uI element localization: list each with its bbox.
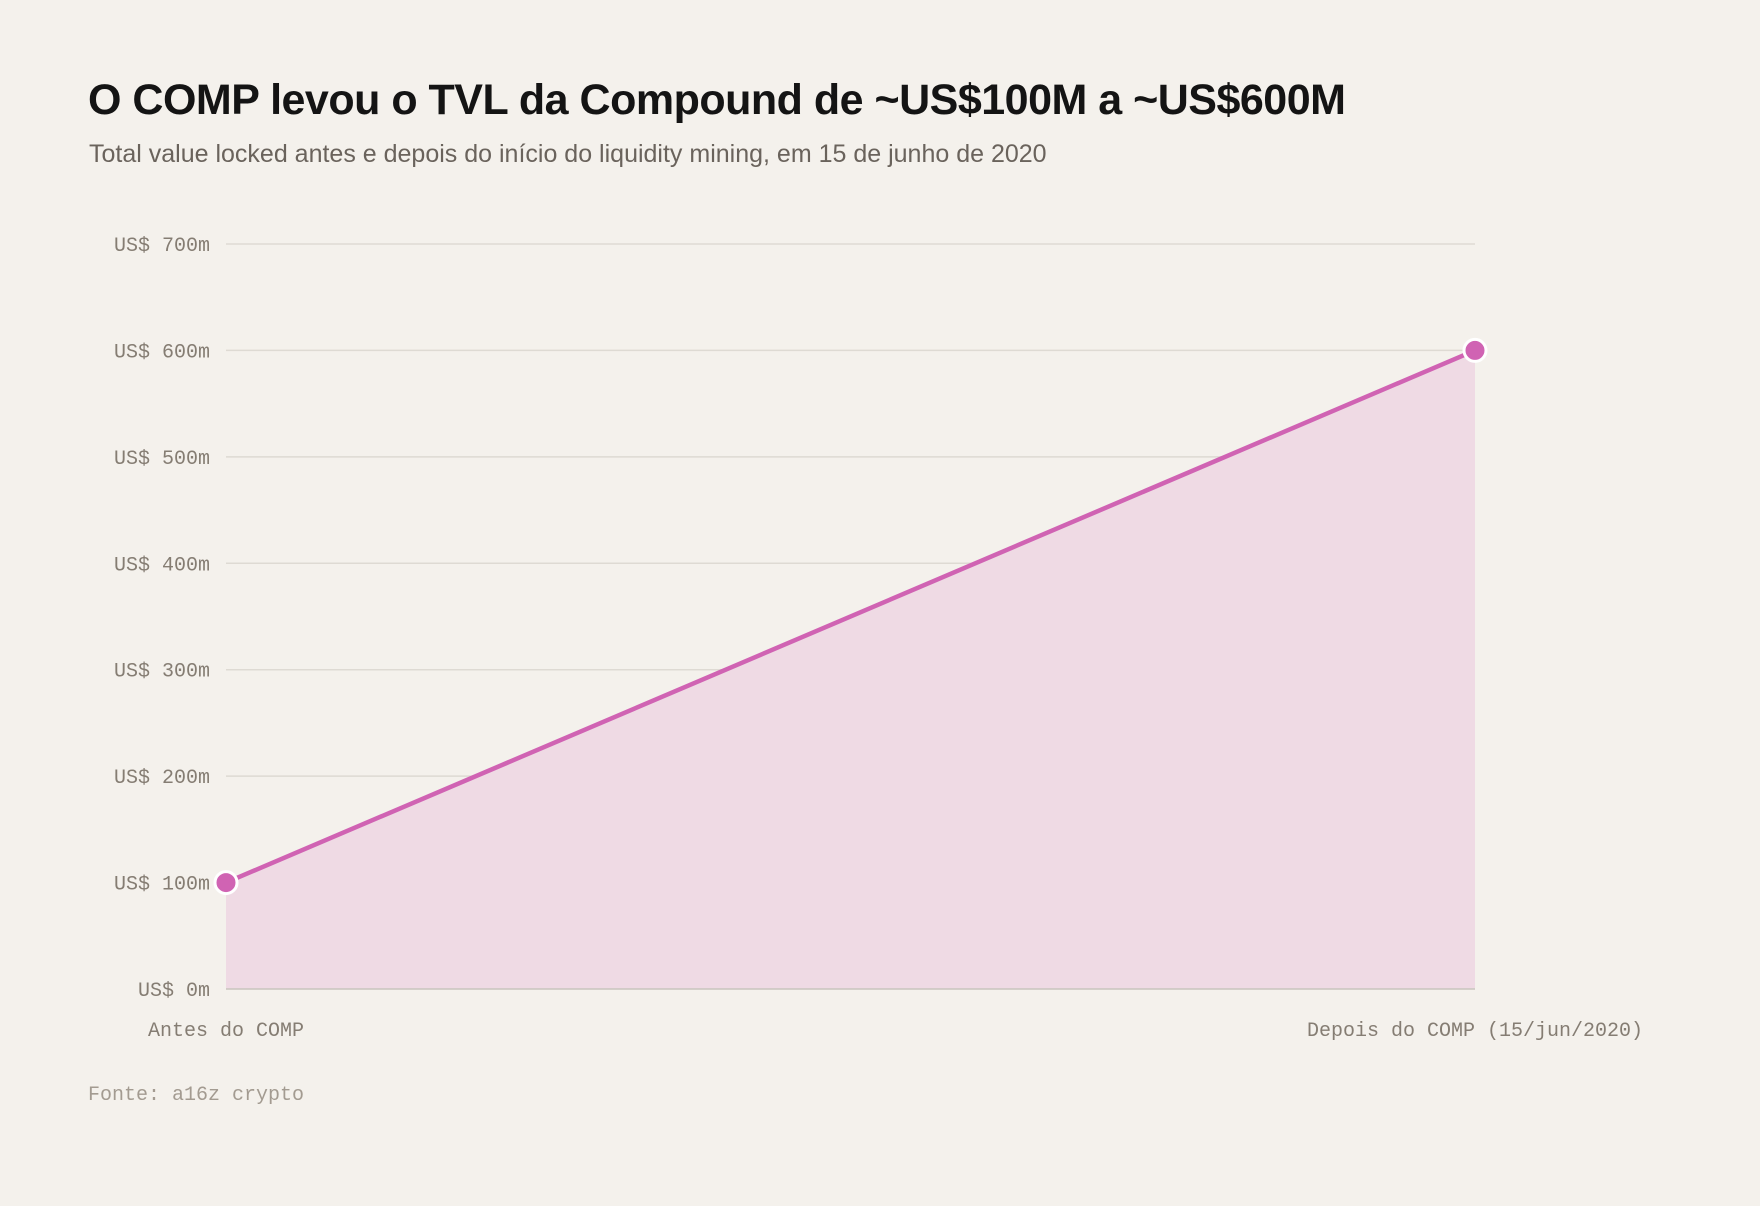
chart-subtitle: Total value locked antes e depois do iní…: [89, 140, 1047, 168]
series-area: [226, 350, 1475, 989]
x-tick-labels: Antes do COMP Depois do COMP (15/jun/2020…: [148, 1020, 1643, 1043]
x-tick-label: Depois do COMP (15/jun/2020): [1307, 1020, 1643, 1043]
y-tick-label: US$ 0m: [138, 980, 210, 1003]
series-line: [223, 348, 1478, 885]
x-tick-label: Antes do COMP: [148, 1020, 304, 1043]
y-tick-label: US$ 300m: [114, 661, 210, 684]
data-points: [213, 337, 1488, 896]
source-note: Fonte: a16z crypto: [88, 1084, 305, 1107]
y-tick-label: US$ 100m: [114, 874, 210, 897]
y-tick-label: US$ 500m: [114, 448, 210, 471]
y-tick-label: US$ 600m: [114, 341, 210, 364]
y-tick-label: US$ 400m: [114, 554, 210, 577]
data-point: [213, 870, 239, 896]
y-tick-label: US$ 700m: [114, 235, 210, 258]
y-tick-labels: US$ 0m US$ 100m US$ 200m US$ 300m US$ 400m US…: [114, 235, 210, 1003]
chart-title: O COMP levou o TVL da Compound de ~US$10…: [88, 76, 1346, 124]
data-point: [1462, 337, 1488, 363]
series-area-fill: [226, 350, 1475, 989]
series-line-path: [223, 348, 1478, 885]
y-tick-label: US$ 200m: [114, 767, 210, 790]
